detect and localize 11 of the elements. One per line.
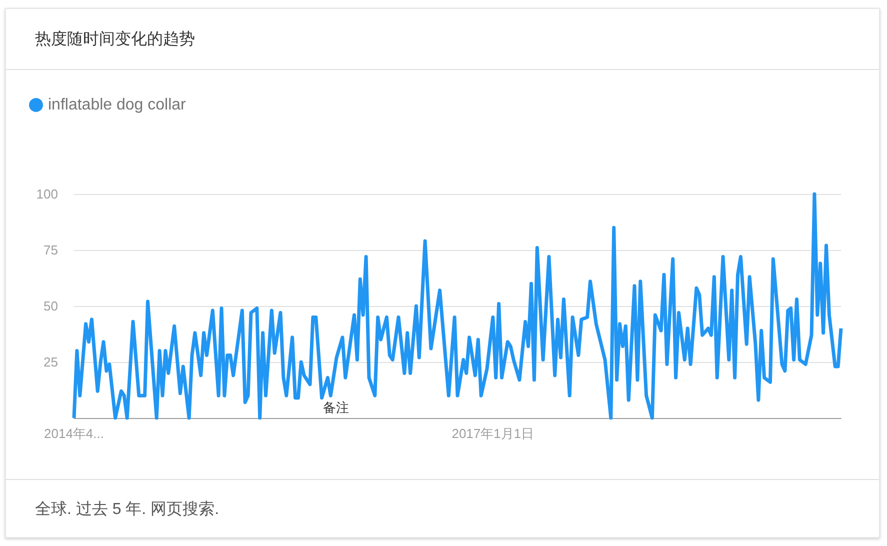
y-tick-label: 100 <box>36 186 58 202</box>
chart-title: 热度随时间变化的趋势 <box>6 9 879 70</box>
y-tick-label: 75 <box>44 242 58 258</box>
y-tick-label: 50 <box>44 298 58 314</box>
text: 全球. 过去 5 年. 网页搜索. <box>35 500 220 520</box>
x-tick-label: 2014年4... <box>44 426 104 441</box>
x-tick-label: 2017年1月1日 <box>452 426 534 441</box>
y-tick-label: 25 <box>44 354 58 370</box>
annotation: 备注 <box>323 400 349 415</box>
legend-label: inflatable dog collar <box>48 96 187 114</box>
line-series <box>72 192 843 420</box>
